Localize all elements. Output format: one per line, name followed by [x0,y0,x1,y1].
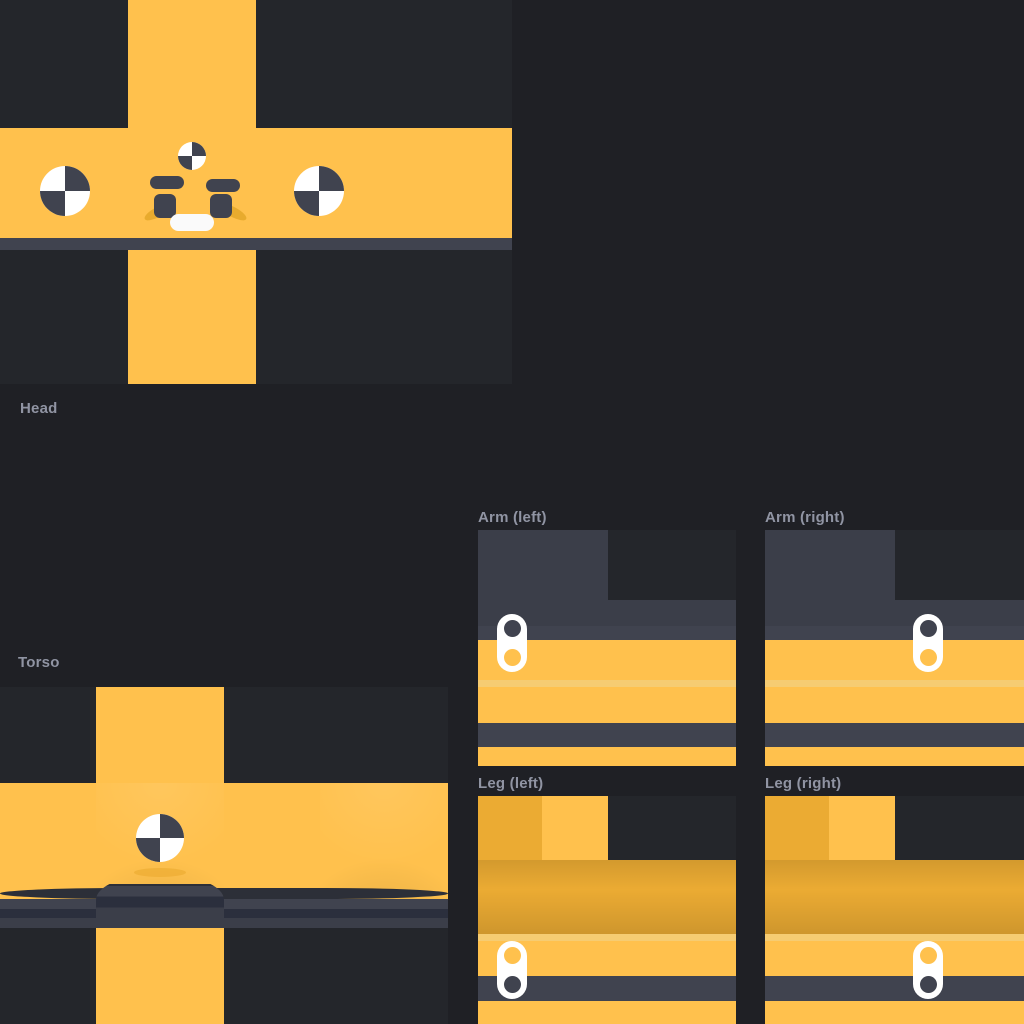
arm-right-cell-sleeve[interactable] [765,640,1024,680]
arm-right-cell-cuff[interactable] [765,723,1024,747]
head-cell-top[interactable] [128,0,256,128]
arm-left-toggle[interactable] [497,614,527,672]
leg-right-cell-thigh[interactable] [765,860,1024,934]
toggle-dot-bottom [503,976,521,993]
belt-wave-2 [0,899,448,909]
toggle-dot-bottom [919,976,937,993]
arm-right-cell-fore[interactable] [765,687,1024,723]
arm-left-cell-hand[interactable] [478,747,736,766]
leg-right-cell-hilite [765,934,1024,941]
toggle-dot-top [503,947,521,964]
leg-right-cell-top-l[interactable] [765,796,829,860]
leg-right-thigh-shading [765,860,1024,934]
part-label-head: Head [20,400,58,417]
leg-right-canvas[interactable] [765,796,1024,1024]
torso-center-shadow [134,868,186,877]
leg-left-cell-hilite [478,934,736,941]
head-cell-bottom[interactable] [128,250,256,384]
leg-left-thigh-shading [478,860,736,934]
leg-left-cell-top-m[interactable] [542,796,608,860]
leg-left-canvas[interactable] [478,796,736,1024]
leg-right-cell-top-m[interactable] [829,796,895,860]
part-label-leg-left: Leg (left) [478,775,544,792]
toggle-dot-top [919,947,937,964]
checker-marker-head-eye-left[interactable] [40,166,90,216]
head-cell-bottom-left[interactable] [0,250,128,384]
head-cell-top-left[interactable] [0,0,128,128]
head-cell-bottom-right[interactable] [256,250,512,384]
head-canvas[interactable] [0,0,512,384]
leg-left-toggle[interactable] [497,941,527,999]
arm-right-toggle[interactable] [913,614,943,672]
torso-cell-r2c2[interactable] [224,928,448,1024]
eye-left [154,194,176,218]
belt-wave-3 [0,909,448,918]
torso-cell-r0c0[interactable] [0,687,96,783]
arm-left-canvas[interactable] [478,530,736,766]
arm-left-cell-hilite [478,680,736,687]
toggle-dot-top [503,620,521,637]
toggle-dot-top [919,620,937,637]
checker-marker-head-eye-right[interactable] [294,166,344,216]
eye-right [210,194,232,218]
mouth [170,214,214,231]
arm-right-cell-top-r[interactable] [895,530,1024,600]
belt-wave-4 [0,918,448,928]
head-cell-neck-strip [0,238,512,250]
arm-right-cell-top-l[interactable] [765,530,895,600]
toggle-dot-bottom [503,649,521,666]
torso-cell-r2c1[interactable] [96,928,224,1024]
torso-canvas[interactable] [0,687,448,1024]
arm-left-cell-band-2[interactable] [478,626,736,640]
part-label-torso: Torso [18,654,60,671]
arm-right-cell-band-1[interactable] [765,600,1024,626]
arm-left-cell-top-r[interactable] [608,530,736,600]
part-label-arm-left: Arm (left) [478,509,547,526]
part-label-arm-right: Arm (right) [765,509,845,526]
torso-cell-r0c2[interactable] [224,687,448,783]
checker-marker-torso-center[interactable] [136,814,184,862]
leg-right-cell-foot[interactable] [765,1001,1024,1024]
head-cell-top-right[interactable] [256,0,512,128]
leg-right-cell-shin[interactable] [765,941,1024,976]
leg-right-cell-sock[interactable] [765,976,1024,1001]
arm-right-canvas[interactable] [765,530,1024,766]
checker-marker-head-nose[interactable] [178,142,206,170]
belt-wave-1 [0,888,448,899]
eyebrow-left [150,176,184,189]
leg-left-cell-top-r[interactable] [608,796,736,860]
torso-belt-band [0,884,448,928]
arm-left-cell-cuff[interactable] [478,723,736,747]
part-label-leg-right: Leg (right) [765,775,842,792]
leg-left-cell-top-l[interactable] [478,796,542,860]
leg-left-cell-thigh[interactable] [478,860,736,934]
torso-cell-r0c1[interactable] [96,687,224,783]
belt-bulge [96,884,224,928]
leg-left-cell-foot[interactable] [478,1001,736,1024]
leg-right-toggle[interactable] [913,941,943,999]
eyebrow-right [206,179,240,192]
arm-left-cell-fore[interactable] [478,687,736,723]
arm-right-cell-hilite [765,680,1024,687]
torso-cell-r2c0[interactable] [0,928,96,1024]
arm-left-cell-top-l[interactable] [478,530,608,600]
arm-right-cell-hand[interactable] [765,747,1024,766]
leg-right-cell-top-r[interactable] [895,796,1024,860]
toggle-dot-bottom [919,649,937,666]
arm-right-cell-band-2[interactable] [765,626,1024,640]
